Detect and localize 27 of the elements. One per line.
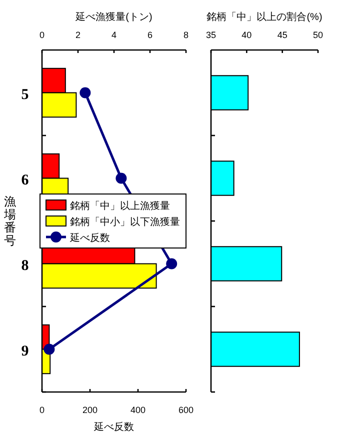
x-tick-label: 40	[242, 30, 252, 40]
y-tick-label: 9	[21, 343, 29, 360]
x-tick-label: 0	[39, 405, 45, 415]
point	[166, 258, 178, 270]
y-tick-label: 8	[21, 258, 29, 274]
x-axis-title: 延べ反数	[93, 421, 134, 433]
legend-label: 銘柄「中」以上漁獲量	[70, 200, 170, 212]
x2-axis-title: 延べ漁獲量(トン)	[74, 11, 152, 23]
x2-tick-label: 8	[183, 30, 189, 40]
x2-tick-label: 2	[75, 30, 81, 40]
legend-label: 延べ反数	[69, 232, 110, 244]
x2-tick-label: 6	[147, 30, 153, 40]
x-tick-label: 45	[277, 30, 288, 40]
x2-tick-label: 4	[111, 30, 117, 40]
y-tick-label: 5	[21, 86, 29, 103]
point	[44, 344, 55, 355]
point	[116, 172, 127, 184]
y-tick-label: 6	[21, 172, 30, 188]
x-tick-label: 600	[178, 405, 194, 415]
x-tick-label: 35	[206, 30, 216, 40]
x-tick-label: 50	[312, 30, 324, 40]
x-tick-label: 200	[82, 405, 98, 415]
x-axis-title: 銘柄「中」以上の割合(%)	[206, 11, 322, 23]
x-tick-label: 400	[130, 405, 146, 415]
legend-label: 銘柄「中小」以下漁獲量	[70, 216, 180, 228]
y-axis-title: 漁場番号	[3, 194, 16, 248]
point	[80, 87, 91, 98]
